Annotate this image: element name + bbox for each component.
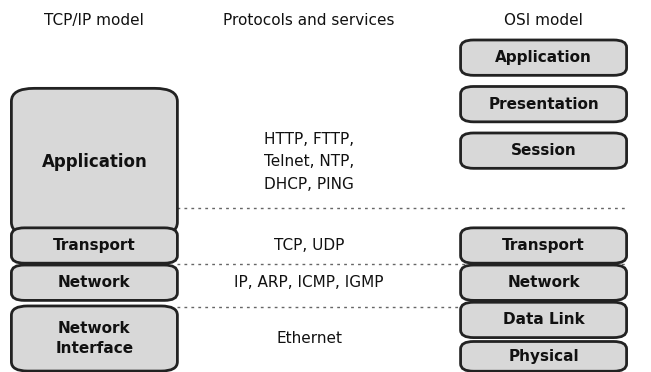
FancyBboxPatch shape xyxy=(461,341,626,371)
Text: TCP/IP model: TCP/IP model xyxy=(44,13,145,28)
FancyBboxPatch shape xyxy=(11,265,177,301)
FancyBboxPatch shape xyxy=(461,86,626,122)
FancyBboxPatch shape xyxy=(461,228,626,263)
Text: IP, ARP, ICMP, IGMP: IP, ARP, ICMP, IGMP xyxy=(234,275,384,290)
Text: Application: Application xyxy=(42,153,147,171)
FancyBboxPatch shape xyxy=(461,133,626,168)
Text: Network: Network xyxy=(58,275,131,290)
FancyBboxPatch shape xyxy=(11,89,177,235)
Text: Physical: Physical xyxy=(508,349,579,364)
Text: Network: Network xyxy=(507,275,580,290)
Text: Transport: Transport xyxy=(53,238,136,253)
Text: Transport: Transport xyxy=(502,238,585,253)
Text: HTTP, FTTP,
Telnet, NTP,
DHCP, PING: HTTP, FTTP, Telnet, NTP, DHCP, PING xyxy=(264,132,354,192)
Text: Session: Session xyxy=(511,143,576,158)
FancyBboxPatch shape xyxy=(11,306,177,371)
Text: TCP, UDP: TCP, UDP xyxy=(274,238,344,253)
Text: Network
Interface: Network Interface xyxy=(55,321,133,356)
Text: Ethernet: Ethernet xyxy=(276,331,342,346)
FancyBboxPatch shape xyxy=(461,302,626,338)
Text: Application: Application xyxy=(495,50,592,65)
Text: Presentation: Presentation xyxy=(488,97,599,112)
FancyBboxPatch shape xyxy=(11,228,177,263)
Text: OSI model: OSI model xyxy=(504,13,583,28)
FancyBboxPatch shape xyxy=(461,40,626,75)
FancyBboxPatch shape xyxy=(461,265,626,301)
Text: Data Link: Data Link xyxy=(503,312,585,327)
Text: Protocols and services: Protocols and services xyxy=(223,13,395,28)
